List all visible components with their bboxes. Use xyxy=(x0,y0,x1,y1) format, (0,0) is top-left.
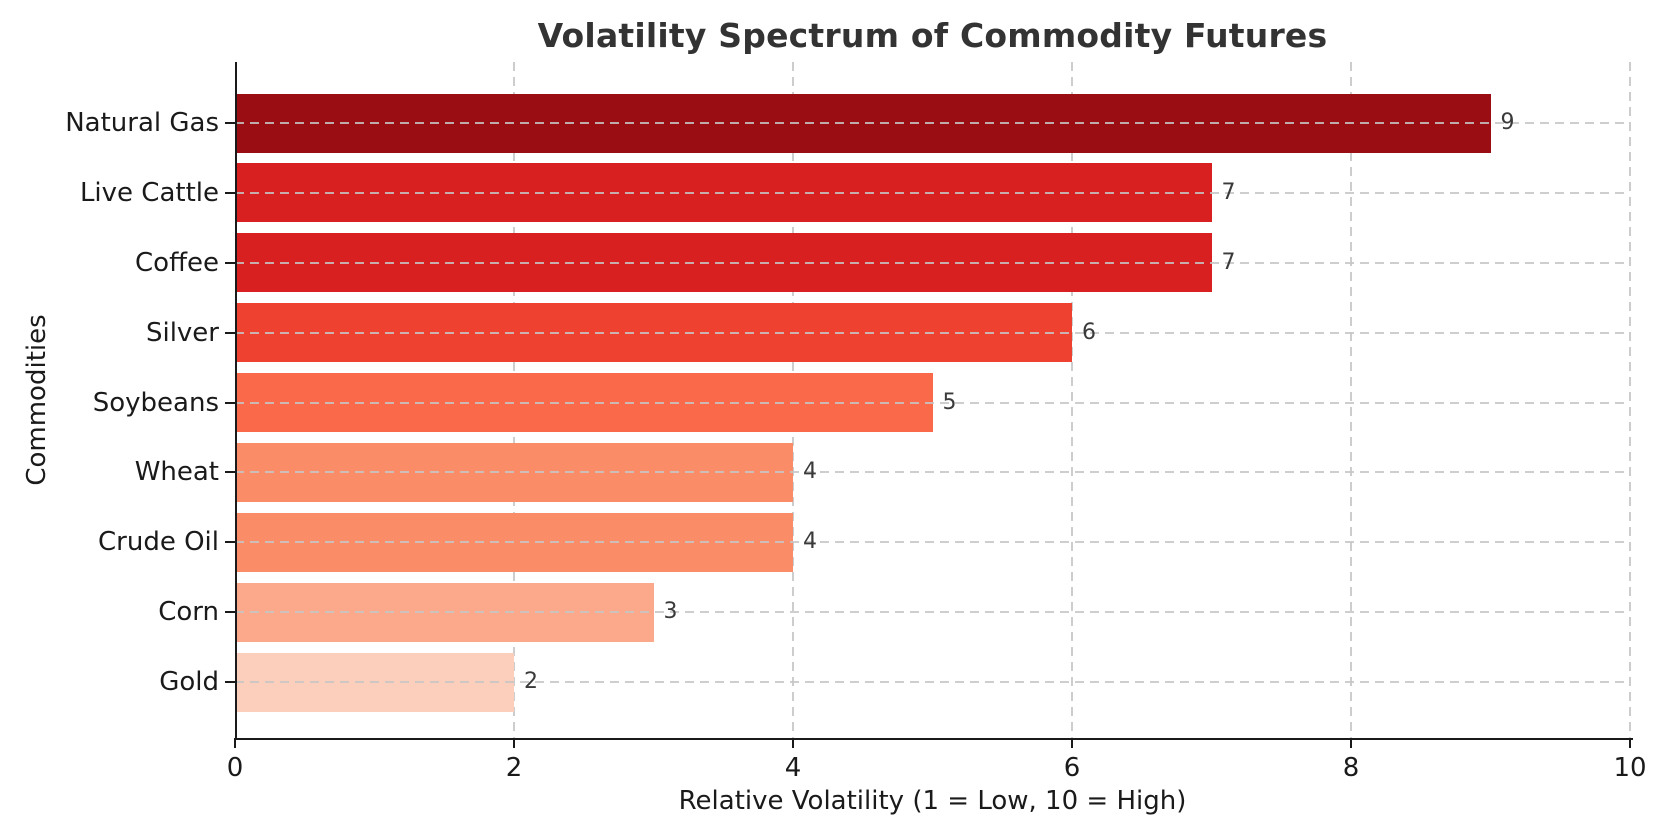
gridline-x-8 xyxy=(1350,62,1352,738)
gridline-y-corn xyxy=(235,611,1630,614)
bar-value-silver: 6 xyxy=(1082,319,1096,345)
gridline-y-wheat xyxy=(235,471,1630,474)
gridline-y-coffee xyxy=(235,261,1630,264)
y-tick-soybeans xyxy=(225,401,235,404)
bar-value-crude-oil: 4 xyxy=(803,529,817,555)
bar-value-soybeans: 5 xyxy=(942,389,957,415)
x-tick-10 xyxy=(1629,738,1631,748)
x-tick-label-2: 2 xyxy=(505,753,523,783)
gridline-y-soybeans xyxy=(235,401,1630,404)
x-tick-0 xyxy=(234,738,236,748)
gridline-y-silver xyxy=(235,331,1630,334)
y-tick-gold xyxy=(225,681,235,683)
x-tick-6 xyxy=(1071,738,1073,748)
category-label-live-cattle: Live Cattle xyxy=(79,177,219,208)
y-tick-crude-oil xyxy=(225,541,235,544)
x-tick-label-4: 4 xyxy=(784,753,802,783)
x-tick-label-10: 10 xyxy=(1613,753,1647,783)
y-tick-silver xyxy=(225,331,235,334)
bar-value-coffee: 7 xyxy=(1221,249,1236,275)
category-label-soybeans: Soybeans xyxy=(92,387,219,418)
x-tick-8 xyxy=(1350,738,1352,748)
bar-value-wheat: 4 xyxy=(803,459,817,485)
gridline-x-6 xyxy=(1071,62,1073,738)
x-tick-label-0: 0 xyxy=(226,753,244,783)
x-tick-2 xyxy=(513,738,515,748)
gridline-y-live-cattle xyxy=(235,191,1630,194)
gridline-y-natural-gas xyxy=(235,122,1630,124)
x-axis-title: Relative Volatility (1 = Low, 10 = High) xyxy=(678,786,1187,816)
category-label-crude-oil: Crude Oil xyxy=(98,527,219,558)
category-label-silver: Silver xyxy=(145,317,219,348)
category-label-coffee: Coffee xyxy=(135,247,219,278)
x-tick-4 xyxy=(792,738,794,748)
gridline-y-crude-oil xyxy=(235,541,1630,544)
bar-value-live-cattle: 7 xyxy=(1221,179,1236,205)
y-tick-corn xyxy=(225,611,235,614)
plot-area: 9 7 7 6 5 4 4 3 2 xyxy=(225,62,1633,740)
gridline-x-10 xyxy=(1629,62,1631,738)
category-label-wheat: Wheat xyxy=(134,457,219,488)
category-label-natural-gas: Natural Gas xyxy=(65,108,219,138)
category-label-corn: Corn xyxy=(158,597,219,628)
x-tick-label-8: 8 xyxy=(1342,753,1360,783)
y-tick-live-cattle xyxy=(225,191,235,194)
category-label-gold: Gold xyxy=(159,667,219,697)
x-axis-spine xyxy=(235,738,1633,740)
bar-value-corn: 3 xyxy=(663,599,678,625)
bar-value-gold: 2 xyxy=(524,669,538,694)
y-axis-spine xyxy=(235,62,237,738)
x-tick-label-6: 6 xyxy=(1063,753,1081,783)
y-tick-wheat xyxy=(225,471,235,474)
y-tick-natural-gas xyxy=(225,122,235,124)
chart-title: Volatility Spectrum of Commodity Futures xyxy=(537,16,1328,55)
gridline-y-gold xyxy=(235,681,1630,683)
bar-value-natural-gas: 9 xyxy=(1500,110,1515,135)
y-tick-coffee xyxy=(225,261,235,264)
